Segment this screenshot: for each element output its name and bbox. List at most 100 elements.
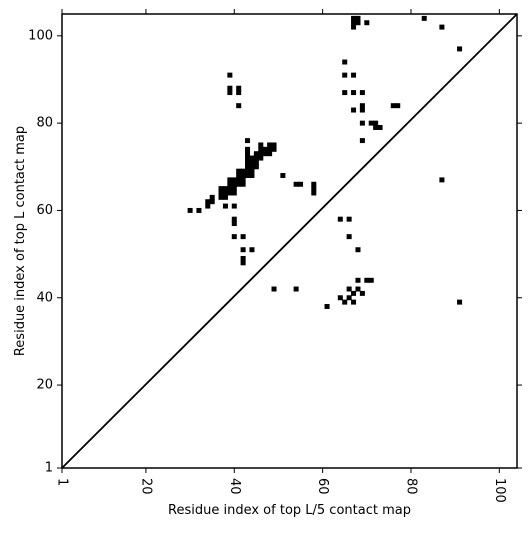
contact-cell — [271, 146, 277, 152]
contact-cell — [311, 186, 317, 192]
contact-cell — [346, 286, 352, 292]
contact-cell — [267, 142, 273, 148]
contact-cell — [262, 151, 268, 157]
contact-cell — [324, 303, 330, 309]
contact-cell — [346, 295, 352, 301]
contact-cell — [364, 20, 370, 26]
contact-cell — [240, 234, 246, 240]
contact-cell — [231, 177, 237, 183]
diagonal-line — [61, 13, 518, 469]
contact-cell — [253, 151, 259, 157]
y-axis-label: Residue index of top L contact map — [13, 126, 28, 356]
contact-cell — [293, 181, 299, 187]
contact-cell — [258, 155, 264, 161]
contact-cell — [351, 20, 357, 26]
contact-cell — [205, 203, 211, 209]
contact-cell — [377, 125, 383, 130]
contact-cell — [249, 168, 255, 174]
plot-area-frame — [61, 13, 518, 469]
y-tick-label: 60 — [36, 203, 53, 218]
contact-cell — [187, 207, 193, 213]
contact-cell — [245, 151, 251, 157]
contact-cell — [245, 155, 251, 161]
contact-cell — [236, 90, 242, 96]
contact-cell — [245, 168, 251, 174]
contact-cell — [355, 20, 361, 26]
contact-cell — [245, 159, 251, 165]
contact-cell — [245, 146, 251, 152]
contact-cell — [359, 103, 365, 109]
x-tick-label: 100 — [492, 478, 507, 503]
contact-cell — [359, 138, 365, 144]
contact-cell — [342, 90, 348, 96]
contact-cell — [231, 216, 237, 222]
contact-cell — [271, 286, 277, 292]
contact-cell — [439, 177, 445, 183]
contact-cell — [373, 125, 379, 130]
contact-cell — [222, 194, 228, 200]
contact-cell — [249, 155, 255, 161]
contact-cell — [249, 173, 255, 179]
contact-cell — [359, 90, 365, 96]
contact-cell — [236, 168, 242, 174]
contact-cell — [209, 194, 215, 200]
contact-cell — [227, 72, 233, 78]
contact-cell — [245, 164, 251, 170]
contact-cell — [227, 190, 233, 196]
contact-cell — [236, 177, 242, 183]
contact-cell — [227, 186, 233, 192]
contact-cell — [355, 247, 361, 253]
contact-cell — [240, 173, 246, 179]
contact-cell — [231, 190, 237, 196]
contact-cell — [245, 173, 251, 179]
contact-cell — [267, 146, 273, 152]
contact-cell — [236, 173, 242, 179]
contact-cell — [311, 181, 317, 187]
contact-cell — [351, 15, 357, 21]
contact-cell — [249, 159, 255, 165]
contact-cell — [227, 181, 233, 187]
contact-cell — [346, 234, 352, 240]
contact-cell — [253, 159, 259, 165]
contact-cell — [222, 190, 228, 196]
y-tick-label: 20 — [36, 378, 53, 393]
contact-cell — [421, 15, 427, 21]
x-tick-label: 1 — [55, 478, 70, 486]
contact-cell — [253, 155, 259, 161]
contact-cell — [240, 181, 246, 187]
contact-cell — [249, 247, 255, 253]
contact-cell — [222, 186, 228, 192]
contact-cell — [355, 277, 361, 283]
contact-cell — [253, 164, 259, 170]
contact-cell — [267, 151, 273, 157]
contact-cell — [346, 216, 352, 222]
x-axis-ticks: 1 20 40 60 80 100 — [55, 9, 507, 503]
contact-cell — [240, 168, 246, 174]
contact-cell — [351, 290, 357, 296]
contact-cell — [231, 203, 237, 209]
contact-cell — [262, 146, 268, 152]
y-axis-ticks: 1 20 40 60 80 100 — [28, 28, 522, 476]
contact-cell — [359, 107, 365, 113]
contact-cell — [218, 186, 224, 192]
contact-cell — [240, 260, 246, 266]
contact-cell — [373, 120, 379, 126]
y-tick-label: 80 — [36, 116, 53, 131]
contact-cell — [227, 90, 233, 96]
contact-cell — [298, 181, 304, 187]
contact-cell — [337, 295, 343, 301]
contact-cell — [236, 103, 242, 109]
contact-cell — [457, 299, 463, 305]
contact-cell — [258, 146, 264, 152]
contact-cell — [364, 277, 370, 283]
contact-cell — [457, 46, 463, 52]
contact-cell — [231, 234, 237, 240]
x-tick-label: 60 — [315, 478, 330, 495]
contact-cell — [359, 290, 365, 296]
contact-cell — [231, 221, 237, 227]
contact-cell — [271, 142, 277, 148]
contact-cell — [258, 142, 264, 148]
contact-cell — [351, 107, 357, 113]
contact-cell — [245, 138, 251, 144]
